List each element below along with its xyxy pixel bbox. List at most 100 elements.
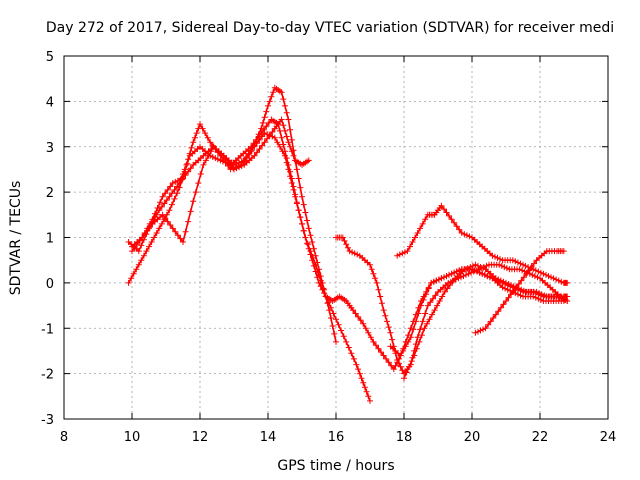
data-point-marker: [153, 230, 160, 236]
data-point-marker: [290, 186, 297, 193]
data-point-marker: [484, 273, 491, 280]
data-point-marker: [288, 148, 295, 155]
data-point-marker: [530, 288, 537, 295]
data-point-marker: [423, 291, 430, 298]
data-point-marker: [397, 363, 404, 370]
data-point-marker: [416, 338, 423, 345]
data-point-marker: [507, 283, 514, 290]
series-track-7: [401, 261, 571, 382]
data-point-marker: [363, 388, 370, 395]
data-point-marker: [414, 230, 421, 236]
data-point-marker: [297, 184, 304, 191]
data-point-marker: [191, 134, 198, 141]
data-point-marker: [292, 193, 299, 200]
data-point-marker: [204, 134, 211, 141]
data-point-marker: [358, 375, 365, 382]
data-point-marker: [438, 275, 445, 282]
data-point-marker: [276, 127, 283, 134]
data-point-marker: [199, 125, 206, 132]
series-track-2: [125, 84, 339, 345]
data-point-marker: [531, 273, 538, 280]
data-point-marker: [397, 352, 404, 359]
data-point-marker: [489, 275, 496, 282]
data-point-marker: [156, 225, 163, 232]
data-point-marker: [384, 318, 390, 325]
data-point-marker: [422, 310, 429, 317]
data-point-marker: [139, 234, 146, 241]
data-point-marker: [186, 150, 193, 157]
data-point-marker: [492, 311, 499, 318]
data-point-marker: [345, 344, 352, 351]
data-point-marker: [441, 288, 448, 295]
data-point-marker: [333, 316, 339, 323]
data-point-marker: [164, 218, 171, 225]
data-point-marker: [387, 329, 394, 336]
data-point-marker: [188, 144, 195, 151]
data-point-marker: [382, 312, 389, 319]
data-point-marker: [162, 215, 169, 222]
data-point-marker: [146, 243, 152, 250]
data-point-marker: [505, 294, 512, 301]
data-point-marker: [246, 150, 253, 157]
data-point-marker: [394, 252, 401, 259]
data-point-marker: [401, 375, 407, 382]
data-point-marker: [429, 295, 436, 302]
data-point-marker: [295, 207, 302, 214]
data-point-marker: [411, 352, 418, 359]
data-point-marker: [407, 334, 414, 341]
data-point-marker: [449, 278, 456, 285]
data-point-marker: [390, 366, 397, 373]
data-point-marker: [171, 195, 178, 202]
data-point-marker: [461, 231, 468, 238]
data-point-marker: [128, 275, 135, 282]
data-point-marker: [280, 122, 287, 129]
data-point-marker: [350, 307, 356, 314]
data-point-marker: [207, 139, 214, 146]
data-point-marker: [169, 225, 176, 232]
data-point-marker: [174, 190, 181, 197]
data-point-marker: [472, 261, 479, 268]
data-point-marker: [370, 338, 377, 345]
data-point-marker: [312, 252, 319, 259]
data-point-marker: [501, 264, 508, 270]
data-point-marker: [279, 148, 286, 155]
data-point-marker: [331, 330, 338, 337]
data-point-marker: [208, 148, 215, 155]
data-point-marker: [456, 226, 463, 233]
data-point-marker: [140, 252, 147, 259]
data-point-marker: [168, 190, 175, 197]
data-point-marker: [378, 300, 385, 307]
data-point-marker: [317, 273, 324, 280]
data-point-marker: [280, 96, 287, 103]
data-point-marker: [446, 271, 452, 278]
data-point-marker: [540, 270, 547, 277]
series-layer: [125, 84, 571, 404]
data-point-marker: [419, 318, 426, 325]
data-point-marker: [360, 320, 367, 327]
data-point-marker: [350, 355, 357, 362]
data-point-marker: [278, 116, 285, 123]
data-point-marker: [434, 302, 441, 309]
data-point-marker: [321, 290, 328, 297]
data-point-marker: [185, 218, 192, 225]
data-point-marker: [497, 304, 504, 311]
data-point-marker: [502, 281, 509, 287]
data-point-marker: [446, 212, 452, 219]
data-point-marker: [171, 186, 178, 193]
data-point-marker: [192, 189, 199, 196]
x-axis-label: GPS time / hours: [277, 458, 394, 474]
data-point-marker: [523, 270, 530, 277]
data-point-marker: [512, 258, 519, 265]
data-point-marker: [300, 227, 307, 234]
data-point-marker: [136, 237, 143, 244]
data-point-marker: [395, 360, 402, 367]
data-point-marker: [134, 241, 141, 248]
data-point-marker: [288, 180, 295, 186]
data-point-marker: [479, 270, 486, 277]
data-point-marker: [162, 190, 169, 197]
data-point-marker: [293, 166, 300, 173]
data-point-marker: [151, 210, 158, 217]
y-tick-label: -2: [41, 368, 54, 383]
data-point-marker: [412, 318, 419, 325]
data-point-marker: [280, 141, 287, 148]
